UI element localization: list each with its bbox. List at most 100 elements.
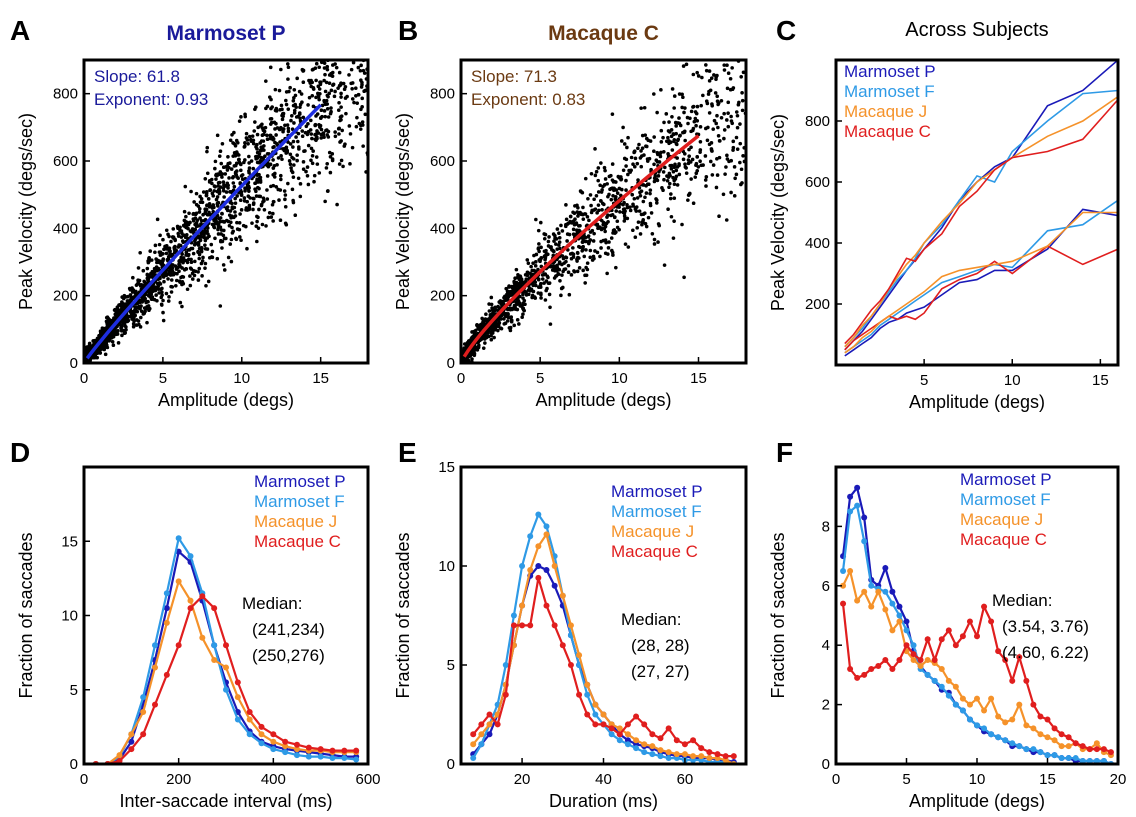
- series-point: [592, 701, 599, 708]
- scatter-point: [146, 299, 150, 304]
- scatter-point: [666, 152, 670, 156]
- scatter-point: [366, 48, 370, 52]
- scatter-point: [254, 194, 259, 198]
- scatter-point: [540, 273, 545, 277]
- scatter-point: [350, 87, 354, 91]
- scatter-point: [103, 352, 108, 357]
- scatter-point: [571, 246, 575, 250]
- scatter-point: [714, 185, 719, 190]
- scatter-point: [203, 266, 207, 270]
- scatter-point: [229, 220, 233, 225]
- scatter-point: [275, 163, 279, 167]
- scatter-point: [158, 282, 163, 286]
- scatter-point: [527, 292, 531, 297]
- scatter-point: [592, 197, 596, 202]
- y-tick-label: 800: [53, 86, 78, 103]
- scatter-point: [707, 111, 712, 115]
- scatter-point: [215, 256, 220, 261]
- y-tick-label: 0: [70, 756, 78, 773]
- scatter-point: [228, 209, 233, 213]
- scatter-point: [543, 298, 548, 302]
- series-point: [211, 642, 218, 649]
- scatter-point: [104, 319, 109, 324]
- scatter-point: [160, 290, 164, 295]
- scatter-point: [528, 271, 533, 276]
- scatter-point: [157, 242, 162, 247]
- series-point: [665, 749, 672, 756]
- legend-entry: Macaque C: [844, 122, 931, 141]
- scatter-point: [583, 281, 587, 285]
- scatter-point: [644, 224, 649, 229]
- series-point: [1086, 746, 1093, 753]
- scatter-point: [337, 100, 341, 105]
- series-point: [1051, 752, 1058, 759]
- scatter-point: [283, 123, 287, 128]
- scatter-point: [671, 236, 676, 240]
- scatter-point: [166, 299, 171, 303]
- scatter-point: [150, 287, 154, 291]
- scatter-point: [581, 205, 585, 210]
- series-point: [847, 508, 854, 515]
- y-tick-label: 800: [430, 86, 455, 103]
- scatter-point: [237, 119, 242, 123]
- x-axis-label: Amplitude (degs): [909, 791, 1045, 811]
- scatter-point: [724, 218, 729, 222]
- scatter-point: [243, 189, 247, 193]
- scatter-point: [307, 95, 312, 100]
- scatter-point: [683, 138, 687, 143]
- series-point: [945, 692, 952, 699]
- scatter-point: [497, 320, 501, 324]
- median-values: (241,234): [252, 620, 325, 639]
- scatter-point: [154, 293, 158, 297]
- series-point: [282, 749, 289, 756]
- scatter-point: [311, 149, 315, 153]
- scatter-point: [553, 268, 557, 273]
- scatter-point: [187, 211, 191, 216]
- series-point: [1009, 677, 1016, 684]
- scatter-point: [648, 188, 653, 192]
- scatter-point: [543, 232, 548, 237]
- scatter-point: [149, 296, 154, 301]
- scatter-point: [313, 41, 317, 45]
- median-values: (250,276): [252, 646, 325, 665]
- x-tick-label: 20: [514, 771, 531, 788]
- scatter-point: [291, 200, 296, 205]
- x-tick-label: 10: [1004, 372, 1021, 389]
- scatter-point: [513, 283, 517, 287]
- scatter-point: [167, 249, 171, 253]
- scatter-point: [583, 273, 587, 278]
- x-tick-label: 20: [1110, 771, 1127, 788]
- scatter-point: [205, 203, 209, 208]
- scatter-point: [196, 249, 200, 254]
- scatter-point: [228, 138, 233, 143]
- scatter-point: [161, 237, 165, 242]
- scatter-point: [233, 210, 237, 214]
- scatter-point: [521, 307, 526, 312]
- scatter-point: [317, 49, 321, 53]
- scatter-point: [276, 156, 281, 160]
- scatter-point: [270, 202, 275, 207]
- scatter-point: [318, 10, 322, 14]
- scatter-point: [492, 327, 496, 332]
- series-point: [854, 597, 861, 604]
- scatter-point: [319, 29, 323, 33]
- scatter-point: [692, 119, 697, 124]
- scatter-point: [289, 166, 293, 170]
- series-point: [698, 745, 705, 752]
- scatter-point: [164, 251, 169, 256]
- scatter-point: [624, 188, 628, 192]
- scatter-point: [564, 255, 569, 260]
- series-point: [945, 627, 952, 634]
- scatter-point: [178, 300, 183, 305]
- scatter-point: [340, 128, 345, 133]
- scatter-point: [213, 159, 218, 164]
- scatter-point: [578, 245, 582, 250]
- scatter-point: [119, 328, 124, 333]
- scatter-point: [185, 287, 190, 292]
- scatter-point: [322, 109, 327, 113]
- scatter-point: [277, 198, 281, 202]
- scatter-point: [513, 276, 517, 281]
- scatter-point: [232, 151, 237, 155]
- scatter-point: [695, 104, 700, 109]
